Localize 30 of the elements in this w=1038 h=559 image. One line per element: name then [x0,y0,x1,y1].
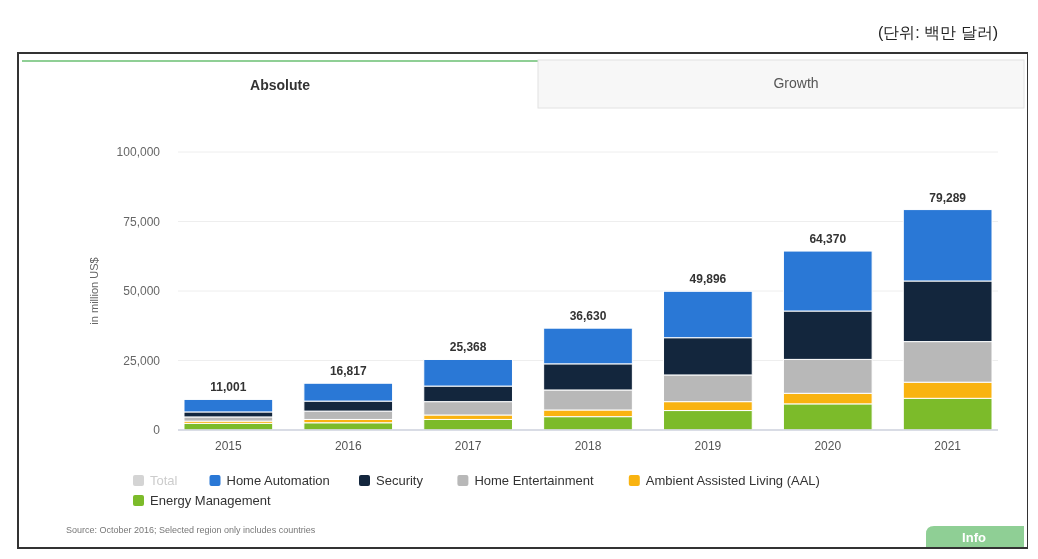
y-tick-label: 25,000 [123,353,161,368]
x-tick-label: 2020 [814,439,842,453]
legend-label: Energy Management [150,493,272,508]
x-tick-label: 2017 [454,439,482,453]
x-tick-label: 2016 [334,439,362,453]
legend-label: Security [376,473,424,488]
y-axis-title: in million US$ [88,257,100,325]
total-label: 64,370 [809,232,847,247]
x-tick-label: 2018 [574,439,602,453]
legend-label: Ambient Assisted Living (AAL) [645,473,820,488]
y-tick-label: 75,000 [123,214,161,229]
total-label: 79,289 [929,190,967,205]
total-label: 49,896 [689,272,727,287]
x-tick-label: 2015 [215,439,243,453]
total-label: 36,630 [569,309,607,324]
y-tick-label: 100,000 [116,145,161,159]
text: (단위: 백만 달러) [878,24,998,41]
total-label: 25,368 [449,340,487,355]
text: Growth [773,75,819,91]
source-note: Source: October 2016; Selected region only includes countries [66,525,316,535]
legend-label: Home Entertainment [474,473,595,488]
text: Info [962,530,986,545]
total-label: 11,001 [210,380,247,395]
y-tick-label: 0 [153,423,161,437]
text: Absolute [250,77,311,93]
x-tick-label: 2021 [934,439,962,453]
legend-label: Home Automation [226,473,330,488]
x-tick-label: 2019 [694,439,722,453]
total-label: 16,817 [329,364,367,379]
y-tick-label: 50,000 [123,284,161,298]
